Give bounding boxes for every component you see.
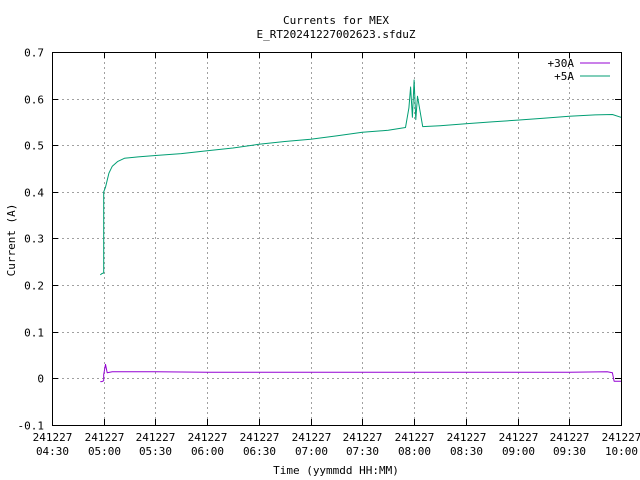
x-axis-title: Time (yymmdd HH:MM) xyxy=(273,464,399,477)
y-tick-label: 0.2 xyxy=(24,280,44,293)
x-tick-label-time: 08:30 xyxy=(450,445,483,458)
x-tick-label-date: 241227 xyxy=(85,431,125,444)
x-tick-label-date: 241227 xyxy=(499,431,539,444)
x-tick-label-time: 07:30 xyxy=(346,445,379,458)
legend-label-30a: +30A xyxy=(548,57,575,70)
x-tick-label-time: 09:30 xyxy=(553,445,586,458)
series-line-30a xyxy=(100,363,621,383)
x-tick-label-date: 241227 xyxy=(33,431,73,444)
legend-label-5a: +5A xyxy=(554,70,574,83)
x-tick-label-time: 10:00 xyxy=(605,445,638,458)
chart-title: Currents for MEX xyxy=(283,14,389,27)
x-tick-label-time: 05:00 xyxy=(88,445,121,458)
series-line-5a xyxy=(99,79,622,276)
legend: +30A +5A xyxy=(548,57,610,83)
y-tick-label: 0 xyxy=(37,373,44,386)
x-tick-label-date: 241227 xyxy=(602,431,640,444)
y-tick-label: 0.1 xyxy=(24,327,44,340)
series-layer xyxy=(99,79,622,383)
x-tick-label-time: 04:30 xyxy=(36,445,69,458)
grid xyxy=(52,52,621,425)
x-tick-label-date: 241227 xyxy=(447,431,487,444)
y-tick-label: -0.1 xyxy=(18,420,45,433)
chart-subtitle: E_RT20241227002623.sfduZ xyxy=(257,28,416,41)
y-tick-label: 0.7 xyxy=(24,47,44,60)
x-tick-label-date: 241227 xyxy=(292,431,332,444)
x-tick-label-date: 241227 xyxy=(343,431,383,444)
x-tick-label-time: 08:00 xyxy=(398,445,431,458)
y-tick-label: 0.3 xyxy=(24,233,44,246)
x-tick-label-date: 241227 xyxy=(188,431,228,444)
y-tick-label: 0.5 xyxy=(24,140,44,153)
x-tick-label-date: 241227 xyxy=(550,431,590,444)
x-tick-label-time: 09:00 xyxy=(502,445,535,458)
axis-ticks xyxy=(52,52,622,426)
x-tick-label-time: 07:00 xyxy=(295,445,328,458)
x-tick-label-date: 241227 xyxy=(136,431,176,444)
x-tick-label-date: 241227 xyxy=(395,431,435,444)
x-tick-label-time: 05:30 xyxy=(139,445,172,458)
x-tick-label-time: 06:00 xyxy=(191,445,224,458)
y-tick-label: 0.6 xyxy=(24,94,44,107)
x-tick-label-date: 241227 xyxy=(240,431,280,444)
x-tick-label-time: 06:30 xyxy=(243,445,276,458)
y-tick-label: 0.4 xyxy=(24,187,44,200)
y-axis-title: Current (A) xyxy=(5,204,18,277)
